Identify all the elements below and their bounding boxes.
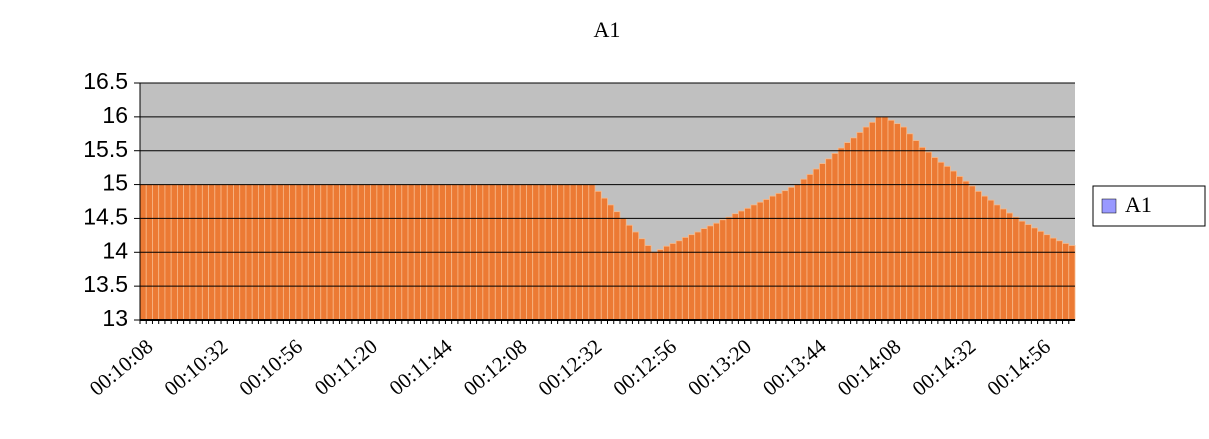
bar <box>918 146 926 321</box>
x-tick-label: 00:14:08 <box>833 334 906 400</box>
bar <box>819 163 827 321</box>
bar <box>681 236 689 321</box>
bar <box>781 190 789 321</box>
bar <box>613 211 621 321</box>
x-tick-label: 00:14:32 <box>908 334 981 400</box>
bar <box>831 153 839 321</box>
y-tick-label: 14 <box>102 237 128 263</box>
y-tick-label: 16.5 <box>83 68 128 94</box>
bar <box>669 243 677 321</box>
y-tick-label: 15 <box>102 170 128 196</box>
bar <box>812 168 820 321</box>
bar <box>625 224 633 321</box>
bar <box>607 204 615 321</box>
legend-swatch <box>1101 198 1117 214</box>
bar <box>837 147 845 321</box>
x-tick-label: 00:11:20 <box>310 334 382 400</box>
bar <box>943 165 951 321</box>
y-tick-label: 14.5 <box>83 204 128 230</box>
bar <box>893 123 901 321</box>
bar <box>600 197 608 321</box>
bar <box>1012 216 1020 321</box>
x-tick-label: 00:12:56 <box>608 334 681 400</box>
bar <box>937 161 945 321</box>
bar <box>1024 224 1032 321</box>
bar <box>806 174 814 321</box>
bar <box>949 170 957 321</box>
bar <box>868 121 876 321</box>
bar <box>756 201 764 321</box>
bar <box>887 119 895 321</box>
bar <box>1018 220 1026 321</box>
x-tick-label: 00:14:56 <box>982 334 1055 400</box>
x-tick-label: 00:13:44 <box>758 334 831 401</box>
bar <box>594 190 602 321</box>
bar <box>694 231 702 321</box>
bar <box>769 195 777 321</box>
bar <box>725 216 733 321</box>
x-tick-label: 00:13:20 <box>683 334 756 400</box>
bar <box>1043 234 1051 321</box>
bar <box>1062 243 1070 321</box>
x-tick-label: 00:12:32 <box>534 334 607 400</box>
bar <box>900 126 908 321</box>
bar <box>744 207 752 321</box>
y-tick-label: 16 <box>102 102 128 128</box>
bar <box>775 192 783 321</box>
y-tick-label: 13.5 <box>83 271 128 297</box>
bar <box>731 213 739 321</box>
bar <box>962 180 970 321</box>
bar <box>1030 227 1039 321</box>
bar <box>1006 212 1014 321</box>
bar <box>1037 230 1045 321</box>
x-tick-label: 00:10:08 <box>85 334 158 400</box>
bar <box>912 140 920 321</box>
bar <box>1068 245 1076 321</box>
bar <box>925 151 933 321</box>
bar <box>713 222 721 321</box>
x-tick-label: 00:10:56 <box>234 334 307 400</box>
y-tick-label: 15.5 <box>83 136 128 162</box>
bar <box>862 126 870 321</box>
bar <box>700 228 708 321</box>
bar <box>974 190 982 321</box>
bar <box>843 142 851 321</box>
bar <box>856 132 864 321</box>
bar <box>706 225 714 321</box>
bar <box>632 231 640 321</box>
bar <box>719 219 727 321</box>
bar <box>956 176 964 321</box>
legend-label: A1 <box>1125 192 1152 217</box>
bar <box>619 218 627 321</box>
bar <box>663 245 671 321</box>
bar <box>750 204 758 321</box>
bar <box>931 157 939 321</box>
bar <box>644 245 652 321</box>
bar <box>762 199 770 321</box>
bar <box>638 238 646 321</box>
bar <box>999 208 1007 321</box>
bar <box>787 186 795 321</box>
bar <box>968 185 976 321</box>
bar <box>825 158 833 321</box>
x-tick-label: 00:11:44 <box>385 334 457 400</box>
bar <box>981 195 989 321</box>
bar <box>906 133 914 321</box>
bar <box>738 210 746 321</box>
bar <box>800 178 808 321</box>
bar <box>1049 237 1057 321</box>
bar <box>850 137 858 321</box>
chart-title: A1 <box>594 17 621 42</box>
y-tick-label: 13 <box>102 305 128 331</box>
bar <box>656 249 664 321</box>
x-tick-label: 00:12:08 <box>459 334 532 400</box>
bar <box>688 234 696 321</box>
bar <box>993 204 1001 321</box>
x-tick-label: 00:10:32 <box>160 334 233 400</box>
